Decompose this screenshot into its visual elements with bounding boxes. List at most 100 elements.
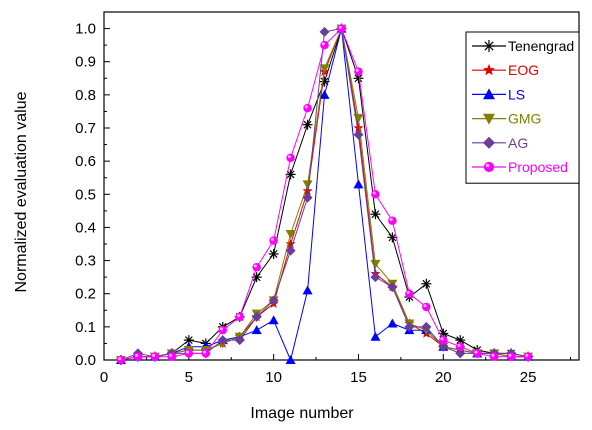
circle-highlight bbox=[458, 344, 461, 347]
circle-marker bbox=[405, 289, 414, 298]
circle-fill bbox=[185, 349, 194, 358]
circle-marker bbox=[507, 352, 515, 361]
circle-marker bbox=[134, 352, 143, 361]
circle-marker bbox=[524, 352, 533, 361]
circle-highlight bbox=[203, 351, 206, 354]
y-tick-label: 1.0 bbox=[75, 21, 96, 38]
circle-marker bbox=[219, 326, 228, 335]
circle-highlight bbox=[169, 354, 172, 357]
circle-highlight bbox=[525, 354, 528, 357]
circle-highlight bbox=[407, 291, 410, 294]
circle-fill bbox=[456, 342, 465, 351]
legend-label: Proposed bbox=[508, 159, 568, 175]
triangle-up-marker bbox=[370, 332, 380, 341]
y-tick-label: 0.3 bbox=[75, 253, 96, 270]
x-axis-title: Image number bbox=[250, 405, 354, 422]
circle-marker bbox=[439, 336, 448, 345]
legend: Tenengrad EOG LS GMG AG Proposed bbox=[466, 32, 579, 183]
circle-highlight bbox=[474, 351, 477, 354]
circle-fill bbox=[168, 352, 177, 361]
x-tick-label: 0 bbox=[100, 369, 108, 386]
circle-fill bbox=[439, 336, 448, 345]
circle-marker bbox=[151, 352, 160, 361]
circle-marker bbox=[303, 104, 312, 113]
circle-highlight bbox=[373, 192, 376, 195]
y-tick-label: 0.4 bbox=[75, 219, 96, 236]
circle-marker bbox=[473, 349, 482, 358]
circle-marker bbox=[269, 236, 278, 245]
diamond-marker bbox=[235, 335, 245, 345]
x-tick-label: 20 bbox=[435, 369, 452, 386]
circle-highlight bbox=[237, 314, 240, 317]
circle-highlight bbox=[271, 238, 274, 241]
y-tick-label: 0.5 bbox=[75, 186, 96, 203]
circle-fill bbox=[151, 352, 160, 361]
x-tick-label: 10 bbox=[265, 369, 282, 386]
circle-highlight bbox=[152, 354, 155, 357]
circle-fill bbox=[473, 349, 482, 358]
circle-marker bbox=[422, 303, 431, 312]
circle-marker bbox=[388, 217, 397, 226]
y-tick-label: 0.9 bbox=[75, 54, 96, 71]
circle-highlight bbox=[339, 26, 342, 29]
circle-fill bbox=[388, 217, 397, 226]
y-tick-label: 0.2 bbox=[75, 286, 96, 303]
circle-highlight bbox=[390, 218, 393, 221]
circle-fill bbox=[252, 263, 261, 272]
asterisk-marker bbox=[483, 40, 495, 52]
legend-label: LS bbox=[508, 86, 525, 102]
circle-highlight bbox=[486, 164, 490, 168]
circle-marker bbox=[286, 154, 295, 163]
y-tick-label: 0.7 bbox=[75, 120, 96, 137]
circle-fill bbox=[490, 352, 499, 361]
circle-fill bbox=[371, 190, 380, 199]
y-tick-label: 0.0 bbox=[75, 352, 96, 369]
circle-fill bbox=[507, 352, 515, 361]
circle-fill bbox=[484, 162, 494, 172]
diamond-marker bbox=[387, 282, 397, 292]
diamond-marker bbox=[370, 272, 380, 282]
circle-marker bbox=[202, 349, 211, 358]
legend-label: AG bbox=[508, 135, 528, 151]
triangle-up-marker bbox=[353, 179, 363, 188]
triangle-up-marker bbox=[387, 319, 397, 328]
legend-label: Tenengrad bbox=[508, 38, 574, 54]
circle-highlight bbox=[491, 354, 494, 357]
circle-highlight bbox=[508, 354, 511, 357]
circle-highlight bbox=[254, 264, 257, 267]
circle-fill bbox=[235, 313, 244, 322]
circle-fill bbox=[354, 67, 363, 76]
circle-fill bbox=[286, 154, 295, 163]
circle-marker bbox=[490, 352, 499, 361]
x-tick-label: 15 bbox=[350, 369, 367, 386]
triangle-up-marker bbox=[303, 285, 313, 294]
circle-marker bbox=[371, 190, 380, 199]
circle-highlight bbox=[356, 69, 359, 72]
circle-fill bbox=[303, 104, 312, 113]
x-tick-label: 5 bbox=[185, 369, 193, 386]
circle-marker bbox=[185, 349, 194, 358]
circle-highlight bbox=[424, 304, 427, 307]
circle-highlight bbox=[305, 105, 308, 108]
circle-marker bbox=[456, 342, 465, 351]
asterisk-marker bbox=[269, 249, 279, 259]
circle-highlight bbox=[220, 327, 223, 330]
diamond-marker bbox=[353, 130, 363, 140]
circle-marker bbox=[117, 356, 126, 365]
x-tick-label: 25 bbox=[520, 369, 537, 386]
circle-marker bbox=[484, 162, 494, 172]
asterisk-marker bbox=[303, 120, 313, 130]
y-tick-label: 0.6 bbox=[75, 153, 96, 170]
circle-fill bbox=[337, 24, 346, 32]
triangle-up-marker bbox=[269, 315, 279, 324]
circle-fill bbox=[202, 349, 211, 358]
circle-marker bbox=[337, 24, 346, 32]
circle-highlight bbox=[441, 337, 444, 340]
legend-label: GMG bbox=[508, 111, 541, 127]
y-tick-label: 0.8 bbox=[75, 87, 96, 104]
asterisk-marker bbox=[370, 209, 380, 219]
legend-label: EOG bbox=[508, 62, 539, 78]
circle-marker bbox=[235, 313, 244, 322]
circle-marker bbox=[252, 263, 261, 272]
